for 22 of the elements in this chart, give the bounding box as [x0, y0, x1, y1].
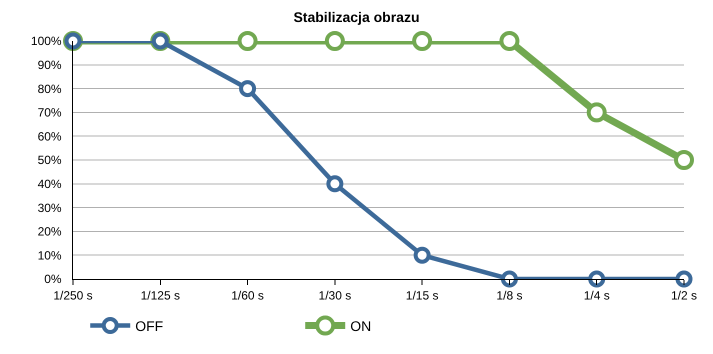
y-tick-label: 0%: [44, 272, 62, 286]
x-tick-label: 1/15 s: [406, 288, 438, 302]
y-tick-label: 60%: [38, 129, 62, 144]
y-tick-label: 90%: [38, 58, 62, 72]
x-tick-label: 1/125 s: [140, 288, 180, 302]
x-tick-label: 1/250 s: [53, 288, 93, 302]
x-tick-label: 1/4 s: [584, 288, 610, 302]
legend-label: ON: [350, 318, 372, 334]
x-tick-label: 1/8 s: [496, 288, 522, 302]
y-tick-label: 40%: [38, 177, 62, 191]
y-tick-label: 30%: [38, 200, 62, 215]
y-tick-label: 80%: [38, 82, 62, 96]
chart-title: Stabilizacja obrazu: [293, 9, 420, 26]
y-tick-label: 10%: [38, 248, 62, 262]
y-tick-label: 20%: [38, 224, 62, 239]
x-tick-label: 1/60 s: [231, 288, 264, 302]
x-tick-label: 1/2 s: [670, 288, 698, 302]
y-tick-label: 70%: [38, 106, 62, 120]
y-tick-label: 100%: [30, 34, 62, 48]
y-tick-label: 50%: [38, 153, 62, 168]
legend-label: OFF: [135, 318, 164, 334]
x-tick-label: 1/30 s: [318, 288, 352, 302]
